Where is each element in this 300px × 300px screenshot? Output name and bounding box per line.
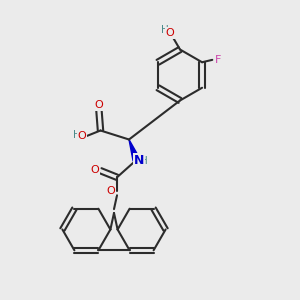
Text: O: O: [91, 165, 100, 175]
Text: N: N: [134, 154, 144, 167]
Polygon shape: [129, 140, 140, 161]
Text: O: O: [78, 131, 87, 141]
Text: H: H: [73, 130, 81, 140]
Text: O: O: [165, 28, 174, 38]
Text: O: O: [94, 100, 103, 110]
Text: F: F: [214, 55, 221, 65]
Text: H: H: [160, 25, 168, 35]
Text: H: H: [140, 156, 148, 166]
Text: O: O: [106, 185, 115, 196]
